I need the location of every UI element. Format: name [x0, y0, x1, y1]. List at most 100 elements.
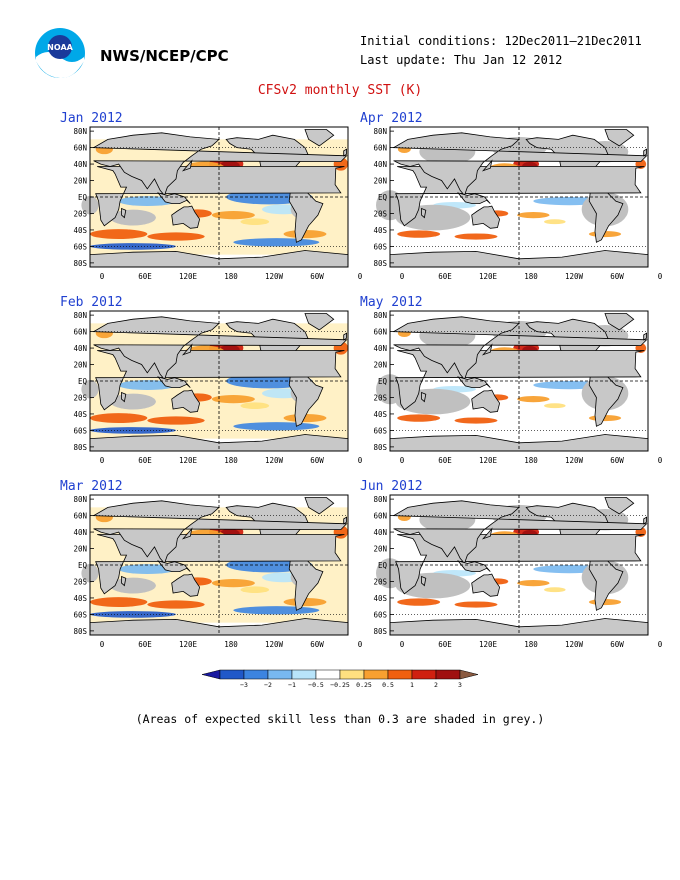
- lon-tick-label: 0: [358, 456, 363, 465]
- panel-title-may: May 2012: [360, 295, 423, 310]
- lat-tick-label: 80N: [373, 127, 387, 136]
- lon-tick-label: 0: [400, 456, 405, 465]
- lon-tick-label: 0: [658, 456, 663, 465]
- panel-title-feb: Feb 2012: [60, 295, 123, 310]
- last-update: Last update: Thu Jan 12 2012: [360, 53, 563, 67]
- lon-tick-label: 0: [100, 272, 105, 281]
- colorbar-label: 3: [458, 681, 462, 689]
- sst-map-feb: 80N 60N 40N 20N EQ 20S 40S 60S 80S 0 60E 120E 180 120…: [60, 310, 363, 481]
- lon-tick-label: 0: [100, 640, 105, 649]
- lat-tick-label: 40S: [373, 226, 387, 235]
- lat-tick-label: 80N: [373, 311, 387, 320]
- lat-tick-label: 40S: [73, 226, 87, 235]
- lat-tick-label: 60N: [73, 144, 87, 153]
- lon-tick-label: 0: [658, 640, 663, 649]
- lon-tick-label: 0: [100, 456, 105, 465]
- lon-tick-label: 60E: [438, 456, 452, 465]
- lat-tick-label: EQ: [378, 561, 388, 570]
- lat-tick-label: 20S: [73, 393, 87, 402]
- lat-tick-label: 40N: [373, 344, 387, 353]
- sst-map-jan: 80N 60N 40N 20N EQ 20S 40S 60S 80S 0 60E 120E 180 120…: [60, 126, 363, 297]
- lon-tick-label: 60E: [438, 272, 452, 281]
- lat-tick-label: 60S: [373, 242, 387, 251]
- colorbar-swatch: [363, 669, 389, 680]
- sst-map-jun: 80N 60N 40N 20N EQ 20S 40S 60S 80S 0 60E 120E 180 120…: [360, 494, 663, 665]
- lat-tick-label: 20N: [73, 361, 87, 370]
- lat-tick-label: 40N: [73, 344, 87, 353]
- lat-tick-label: EQ: [78, 193, 88, 202]
- lon-tick-label: 60W: [610, 272, 624, 281]
- lat-tick-label: 60S: [73, 610, 87, 619]
- colorbar-arrow-low: [201, 669, 221, 680]
- lat-tick-label: 20S: [73, 577, 87, 586]
- colorbar-swatch: [387, 669, 413, 680]
- colorbar-label: 0.5: [382, 681, 394, 689]
- lat-tick-label: EQ: [378, 377, 388, 386]
- lat-tick-label: 20N: [373, 177, 387, 186]
- sst-map-may: 80N 60N 40N 20N EQ 20S 40S 60S 80S 0 60E 120E 180 120…: [360, 310, 663, 481]
- noaa-logo-icon: NOAA: [34, 27, 86, 79]
- lat-tick-label: 80N: [73, 127, 87, 136]
- lon-tick-label: 60W: [310, 456, 324, 465]
- panel-title-apr: Apr 2012: [360, 111, 423, 126]
- lon-tick-label: 120E: [179, 640, 198, 649]
- lat-tick-label: 60N: [373, 144, 387, 153]
- lat-tick-label: 80S: [373, 443, 387, 452]
- lon-tick-label: 120E: [179, 272, 198, 281]
- lon-tick-label: 180: [524, 272, 538, 281]
- lat-tick-label: 20N: [373, 545, 387, 554]
- lon-tick-label: 0: [358, 640, 363, 649]
- lat-tick-label: 20S: [373, 577, 387, 586]
- lon-tick-label: 120W: [265, 456, 284, 465]
- colorbar-label: 2: [434, 681, 438, 689]
- lon-tick-label: 60W: [610, 640, 624, 649]
- lon-tick-label: 180: [224, 456, 238, 465]
- lat-tick-label: 60N: [73, 512, 87, 521]
- lat-tick-label: 60N: [373, 328, 387, 337]
- lon-tick-label: 180: [524, 456, 538, 465]
- lat-tick-label: 20S: [373, 393, 387, 402]
- lat-tick-label: 60N: [373, 512, 387, 521]
- footnote: (Areas of expected skill less than 0.3 a…: [135, 712, 545, 726]
- lon-tick-label: 120E: [479, 640, 498, 649]
- lon-tick-label: 120E: [479, 456, 498, 465]
- colorbar-label: −1: [288, 681, 296, 689]
- lat-tick-label: 60S: [73, 242, 87, 251]
- panel-title-jun: Jun 2012: [360, 479, 423, 494]
- lon-tick-label: 120W: [565, 456, 584, 465]
- lon-tick-label: 60W: [310, 272, 324, 281]
- colorbar-arrow-high: [459, 669, 479, 680]
- lat-tick-label: 40S: [73, 594, 87, 603]
- colorbar-label: −2: [264, 681, 272, 689]
- lat-tick-label: EQ: [78, 561, 88, 570]
- lat-tick-label: 40S: [73, 410, 87, 419]
- colorbar-swatch: [315, 669, 341, 680]
- colorbar-swatch: [435, 669, 461, 680]
- lat-tick-label: 60N: [73, 328, 87, 337]
- lat-tick-label: 80N: [373, 495, 387, 504]
- logo-text: NOAA: [47, 43, 73, 52]
- lat-tick-label: 20S: [73, 209, 87, 218]
- lon-tick-label: 180: [224, 640, 238, 649]
- lat-tick-label: 80S: [73, 259, 87, 268]
- colorbar-label: −0.5: [308, 681, 324, 689]
- lat-tick-label: 80S: [373, 259, 387, 268]
- colorbar-swatch: [339, 669, 365, 680]
- lon-tick-label: 0: [400, 640, 405, 649]
- lat-tick-label: EQ: [78, 377, 88, 386]
- lat-tick-label: 80S: [73, 443, 87, 452]
- lon-tick-label: 60W: [610, 456, 624, 465]
- lat-tick-label: 60S: [373, 610, 387, 619]
- lat-tick-label: 60S: [373, 426, 387, 435]
- panel-title-mar: Mar 2012: [60, 479, 123, 494]
- lat-tick-label: 20N: [373, 361, 387, 370]
- lon-tick-label: 60E: [138, 272, 152, 281]
- lat-tick-label: 40N: [73, 528, 87, 537]
- lat-tick-label: 40N: [73, 160, 87, 169]
- colorbar-label: 0.25: [356, 681, 372, 689]
- lon-tick-label: 0: [658, 272, 663, 281]
- colorbar-swatch: [243, 669, 269, 680]
- lon-tick-label: 120W: [265, 272, 284, 281]
- colorbar: −3 −2 −1 −0.5 −0.25 0.25 0.5 1 2 3: [200, 668, 480, 694]
- lat-tick-label: 80S: [73, 627, 87, 636]
